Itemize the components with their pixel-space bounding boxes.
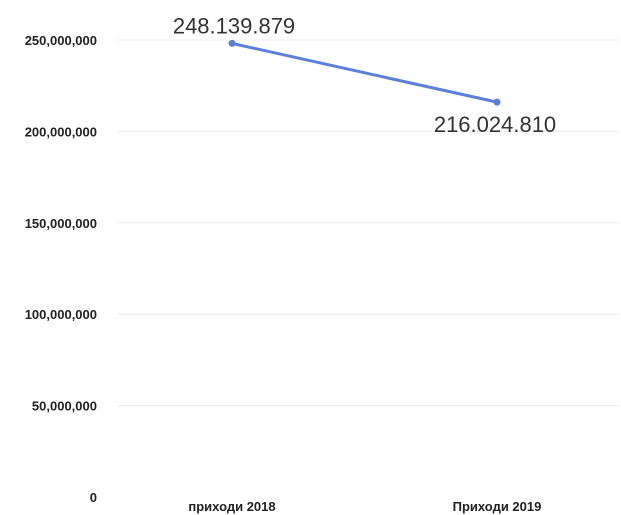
x-tick-label: Приходи 2019 (453, 499, 542, 514)
y-tick-label: 50,000,000 (32, 399, 97, 414)
y-axis-tick-labels: 0 50,000,000 100,000,000 150,000,000 200,000… (25, 33, 97, 505)
y-tick-label: 100,000,000 (25, 307, 97, 322)
data-point (493, 98, 501, 106)
y-tick-label: 200,000,000 (25, 124, 97, 139)
y-tick-label: 250,000,000 (25, 33, 97, 48)
data-label: 248.139.879 (173, 13, 295, 38)
y-tick-label: 150,000,000 (25, 216, 97, 231)
data-point (228, 39, 236, 47)
x-tick-label: приходи 2018 (188, 499, 275, 514)
series-layer (228, 39, 501, 106)
y-tick-label: 0 (90, 490, 97, 505)
x-axis-tick-labels: приходи 2018 Приходи 2019 (188, 499, 541, 514)
data-label: 216.024.810 (434, 112, 556, 137)
data-labels-layer: 248.139.879 216.024.810 (173, 13, 556, 137)
gridlines (118, 39, 618, 407)
series-line (230, 41, 499, 104)
